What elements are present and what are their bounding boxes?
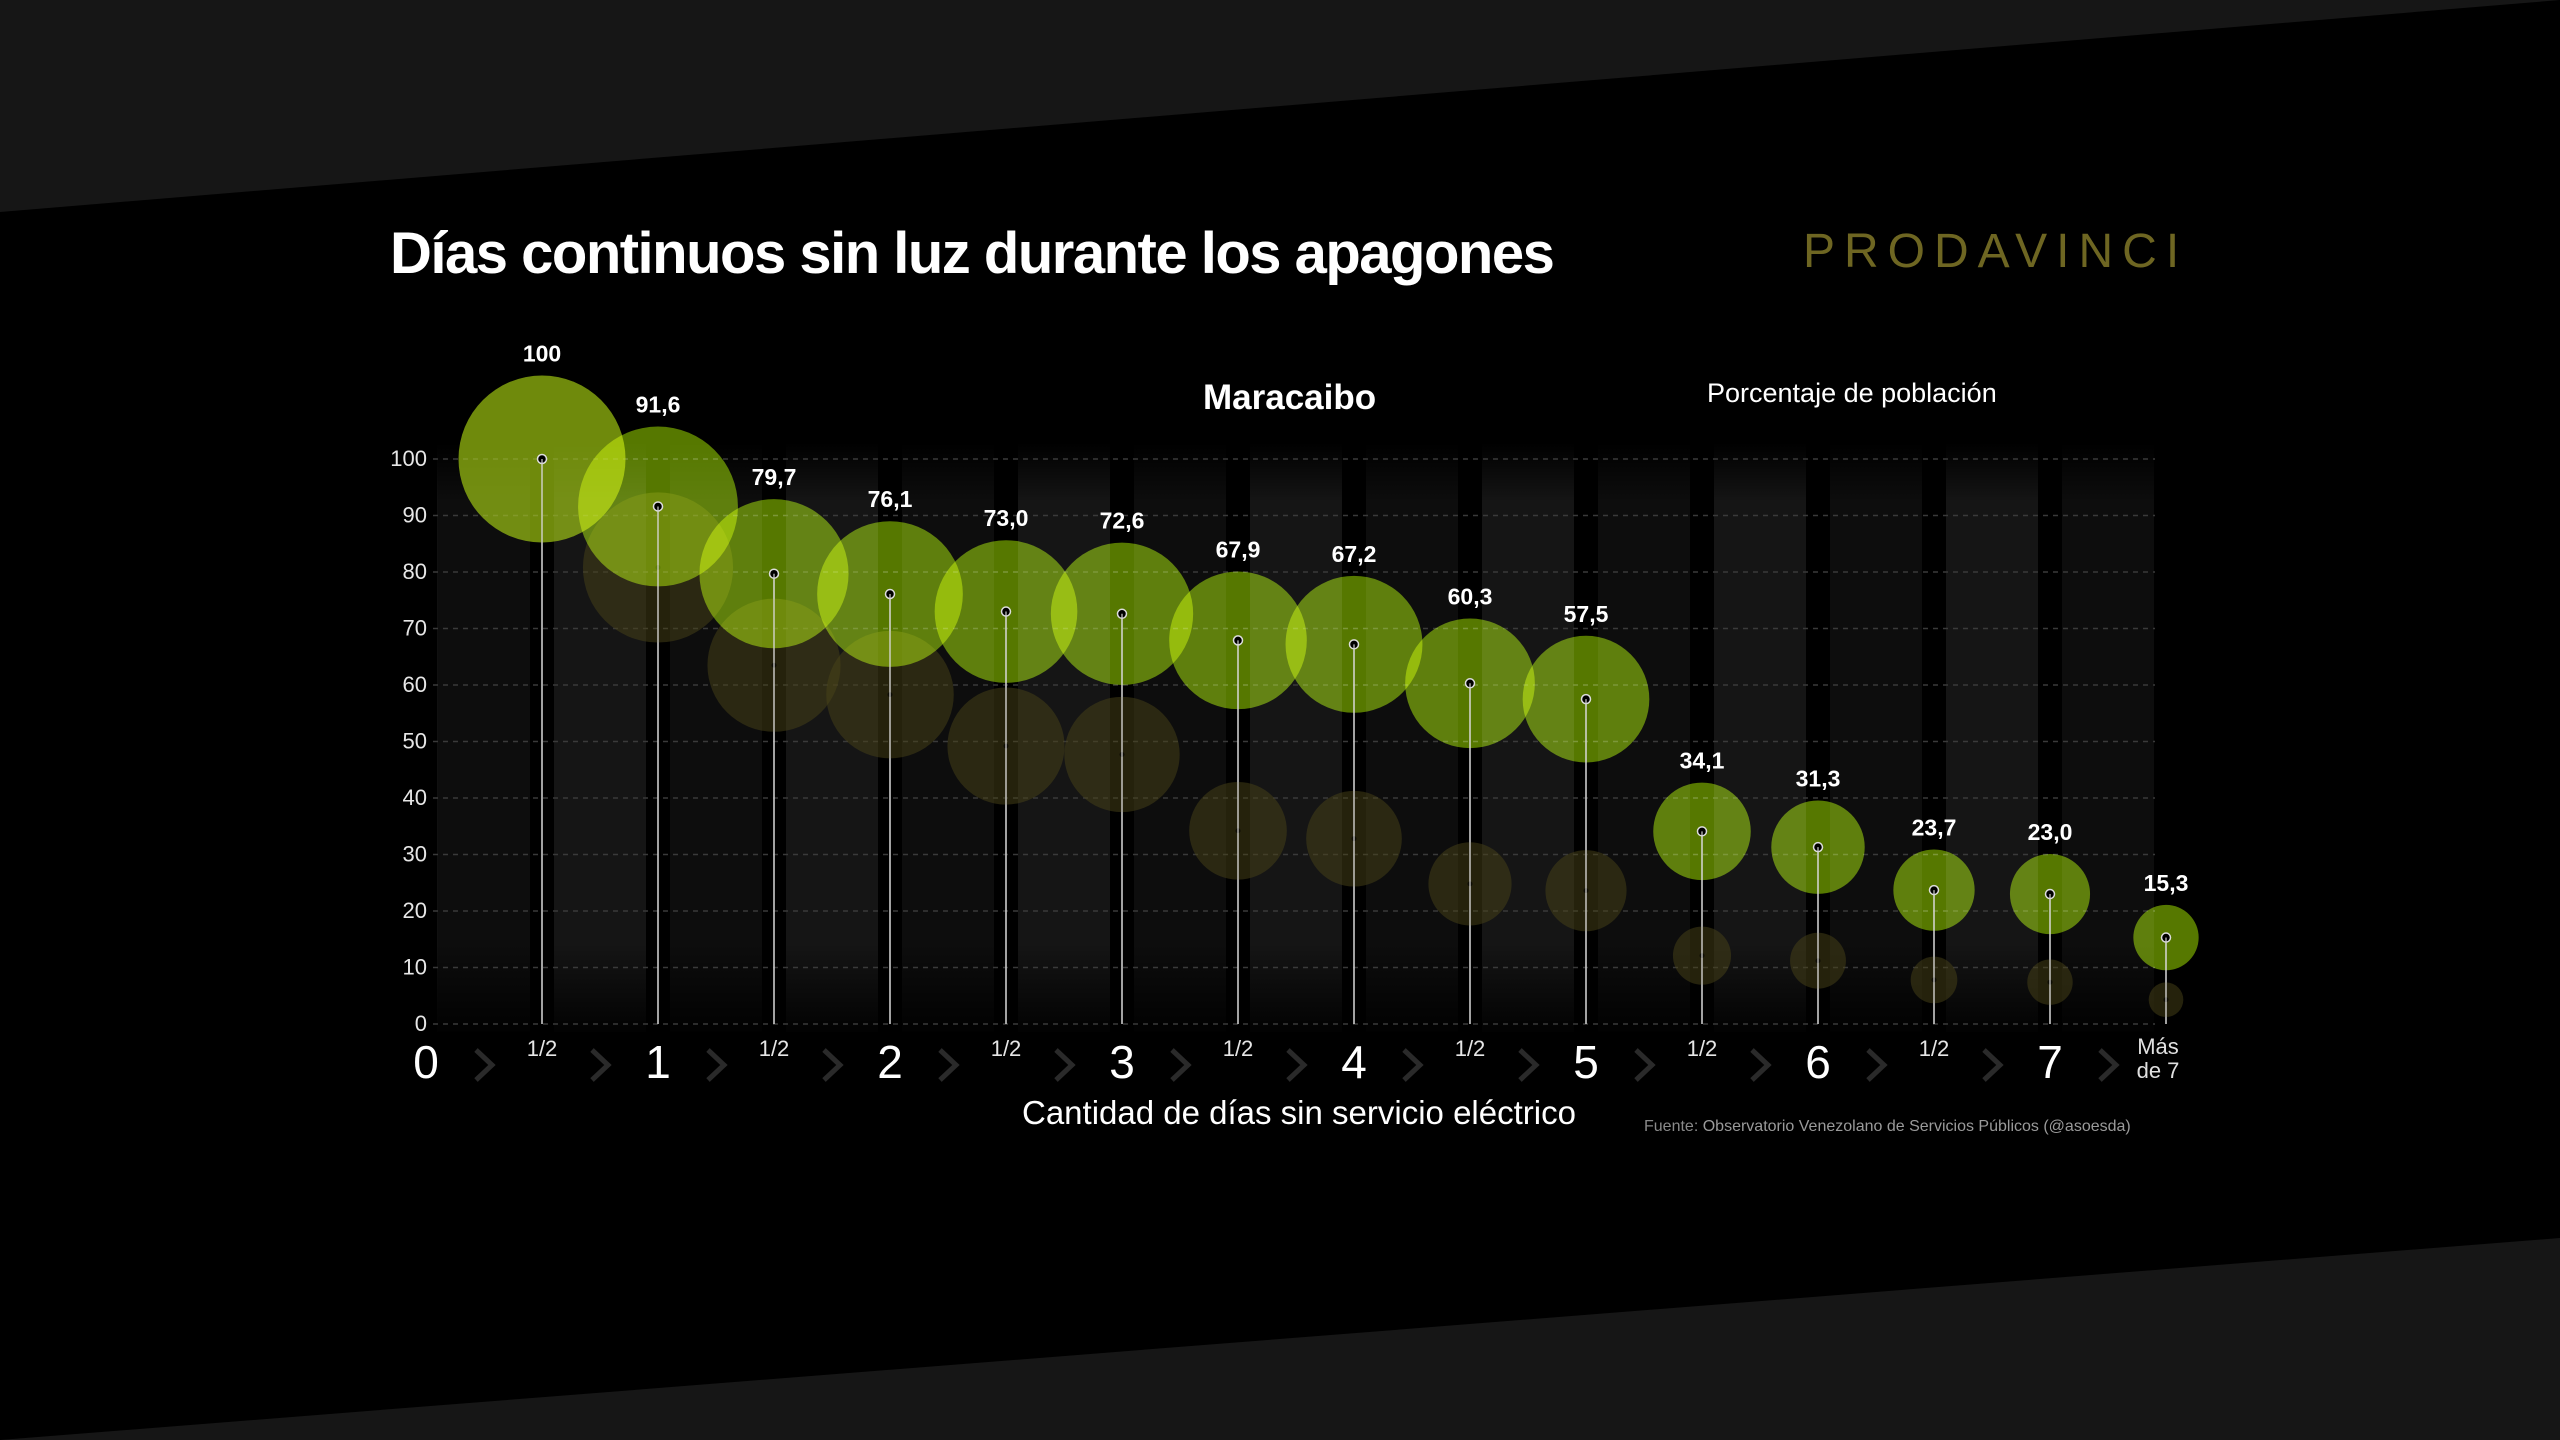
plot-background: [437, 443, 2178, 1032]
y-tick-label: 90: [403, 502, 427, 527]
x-major-label: 7: [2037, 1036, 2063, 1088]
x-major-label: 0: [413, 1036, 439, 1088]
chevron-right-icon: [2098, 1048, 2120, 1082]
gridlines: [433, 458, 2155, 1025]
data-label: 15,3: [2144, 870, 2189, 896]
x-major-label: 6: [1805, 1036, 1831, 1088]
x-minor-label: 1/2: [527, 1036, 558, 1061]
chevron-right-icon: [1054, 1048, 1076, 1082]
x-minor-label: 1/2: [1919, 1036, 1950, 1061]
data-label: 34,1: [1680, 748, 1725, 774]
source-note: Fuente: Observatorio Venezolano de Servi…: [1644, 1118, 2131, 1136]
data-label: 72,6: [1100, 508, 1145, 534]
bottom-band: [0, 1238, 2560, 1440]
chevron-right-icon: [938, 1048, 960, 1082]
chevron-right-icon: [822, 1048, 844, 1082]
x-major-label: 5: [1573, 1036, 1599, 1088]
data-label: 57,5: [1564, 601, 1609, 627]
chevron-right-icon: [1750, 1048, 1772, 1082]
prodavinci-logo: PRODAVINCI: [1803, 225, 2189, 278]
y-tick-label: 20: [403, 898, 427, 923]
x-major-label: 1: [645, 1036, 671, 1088]
x-major-label: 2: [877, 1036, 903, 1088]
x-major-label: 3: [1109, 1036, 1135, 1088]
y-tick-label: 80: [403, 559, 427, 584]
y-tick-label: 30: [403, 841, 427, 866]
source-name: Observatorio Venezolano de Servicios Púb…: [1702, 1118, 2131, 1135]
data-label: 79,7: [752, 464, 797, 490]
chevron-right-icon: [1982, 1048, 2004, 1082]
y-tick-label: 40: [403, 785, 427, 810]
chevron-right-icon: [474, 1048, 496, 1082]
x-minor-label: 1/2: [1687, 1036, 1718, 1061]
data-label: 91,6: [636, 392, 681, 418]
x-minor-label: 1/2: [991, 1036, 1022, 1061]
y-tick-label: 50: [403, 728, 427, 753]
y-tick-label: 60: [403, 672, 427, 697]
chevron-right-icon: [1634, 1048, 1656, 1082]
data-label: 23,7: [1912, 814, 1957, 840]
y-axis-title: Porcentaje de población: [1707, 378, 1997, 408]
chevron-right-icon: [1518, 1048, 1540, 1082]
center-dots: [536, 453, 2172, 1024]
data-label: 73,0: [984, 505, 1029, 531]
chart-subtitle: Maracaibo: [1203, 378, 1377, 417]
chevron-right-icon: [1170, 1048, 1192, 1082]
chevron-right-icon: [590, 1048, 612, 1082]
x-major-label: 4: [1341, 1036, 1367, 1088]
data-label: 67,9: [1216, 537, 1261, 563]
y-tick-label: 10: [403, 954, 427, 979]
data-label: 76,1: [868, 486, 913, 512]
data-label: 31,3: [1796, 765, 1841, 791]
x-axis-title: Cantidad de días sin servicio eléctrico: [1022, 1094, 1576, 1131]
chevron-right-icon: [1402, 1048, 1424, 1082]
x-minor-label: de 7: [2137, 1058, 2180, 1083]
x-minor-label: 1/2: [1455, 1036, 1486, 1061]
x-minor-label: Más: [2137, 1034, 2179, 1059]
y-axis: 0 10 20 30 40 50 60 70 80 90 100: [390, 446, 427, 1036]
y-tick-label: 70: [403, 615, 427, 640]
top-band: [0, 0, 2560, 212]
data-labels: 100 91,6 79,7 76,1 73,0 72,6 67,9 67,2 60,3 57,5 3…: [523, 341, 2189, 896]
chevron-right-icon: [706, 1048, 728, 1082]
y-tick-label: 0: [415, 1011, 427, 1036]
y-tick-label: 100: [390, 446, 427, 471]
chevron-right-icon: [1286, 1048, 1308, 1082]
data-label: 67,2: [1332, 541, 1377, 567]
x-minor-label: 1/2: [1223, 1036, 1254, 1061]
chart-title: Días continuos sin luz durante los apago…: [390, 221, 1555, 286]
chevron-right-icon: [1866, 1048, 1888, 1082]
x-minor-label: 1/2: [759, 1036, 790, 1061]
data-label: 60,3: [1448, 583, 1493, 609]
source-prefix: Fuente:: [1644, 1118, 1699, 1135]
data-label: 23,0: [2028, 819, 2073, 845]
data-label: 100: [523, 341, 561, 367]
